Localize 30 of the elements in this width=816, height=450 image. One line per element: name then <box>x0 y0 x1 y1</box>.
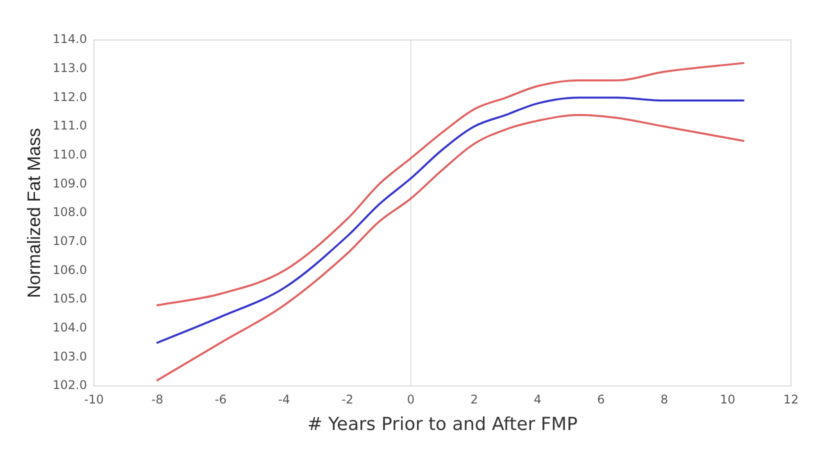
y-tick-label: 102.0 <box>52 378 87 392</box>
y-tick-label: 107.0 <box>52 234 87 248</box>
y-tick-label: 108.0 <box>52 205 87 220</box>
x-tick-label: 0 <box>406 392 415 406</box>
x-tick-label: 2 <box>470 392 478 406</box>
x-tick-label: -8 <box>151 392 164 406</box>
y-tick-label: 105.0 <box>52 292 87 306</box>
line-series <box>156 96 744 344</box>
x-tick-label: -6 <box>214 392 227 406</box>
x-tick-label: -4 <box>278 392 290 406</box>
x-tick-label: 12 <box>783 392 799 406</box>
y-tick-label: 110.0 <box>52 147 87 162</box>
y-tick-label: 106.0 <box>52 262 87 277</box>
y-tick-label: 111.0 <box>52 118 87 133</box>
x-tick-label: -2 <box>341 392 354 406</box>
x-tick-label: 4 <box>534 392 542 406</box>
x-tick-label: 10 <box>720 392 736 406</box>
y-tick-label: 104.0 <box>52 320 87 334</box>
x-tick-label: 8 <box>660 392 668 406</box>
y-tick-label: 112.0 <box>52 90 87 104</box>
line-series <box>156 62 744 306</box>
y-axis-title: Normalized Fat Mass <box>24 128 44 298</box>
x-axis-title: # Years Prior to and After FMP <box>307 414 578 435</box>
y-tick-label: 109.0 <box>52 176 87 190</box>
y-tick-label: 114.0 <box>52 32 87 46</box>
line-series <box>156 114 744 382</box>
y-tick-label: 103.0 <box>52 349 87 364</box>
x-tick-label: 6 <box>597 392 605 406</box>
y-tick-label: 113.0 <box>52 60 87 75</box>
x-tick-label: -10 <box>84 392 104 406</box>
